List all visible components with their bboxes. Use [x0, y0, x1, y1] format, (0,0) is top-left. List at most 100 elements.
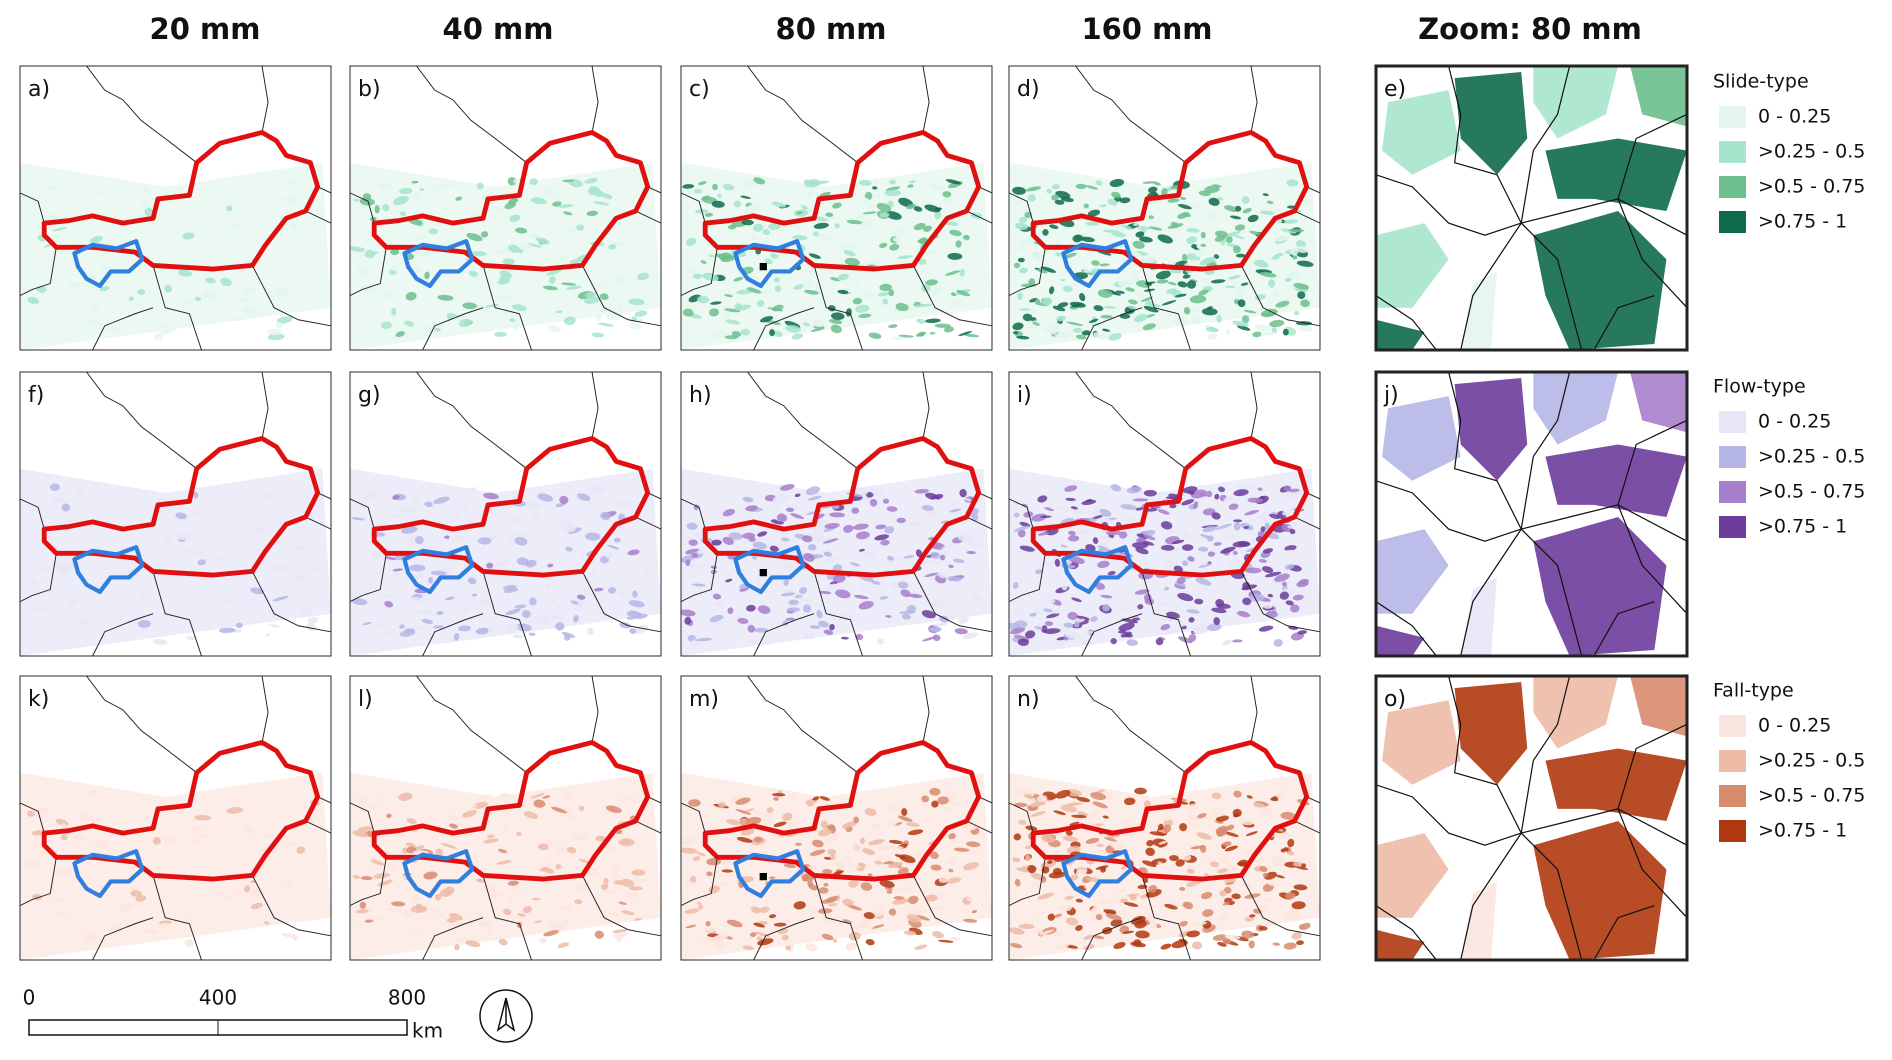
susceptibility-patch — [959, 488, 967, 498]
susceptibility-patch — [511, 531, 528, 537]
susceptibility-patch — [359, 197, 375, 206]
country-border — [422, 613, 484, 656]
susceptibility-area — [1382, 396, 1461, 481]
susceptibility-patch — [948, 833, 956, 840]
austria-border — [371, 130, 651, 272]
susceptibility-patch — [1244, 567, 1262, 574]
susceptibility-patch — [565, 546, 573, 552]
susceptibility-patch — [1016, 867, 1030, 873]
susceptibility-patch — [1117, 630, 1127, 634]
susceptibility-patch — [526, 554, 538, 558]
susceptibility-patch — [1247, 497, 1264, 503]
susceptibility-patch — [785, 325, 801, 333]
susceptibility-patch — [436, 610, 444, 616]
susceptibility-patch — [587, 627, 594, 636]
country-border — [813, 571, 863, 656]
susceptibility-patch — [1064, 485, 1078, 492]
susceptibility-patch — [452, 313, 458, 317]
susceptibility-patch — [182, 232, 195, 240]
susceptibility-patch — [1112, 292, 1122, 296]
susceptibility-patch — [1097, 898, 1115, 905]
susceptibility-patch — [1182, 901, 1194, 910]
susceptibility-patch — [599, 293, 609, 301]
susceptibility-patch — [268, 624, 280, 628]
susceptibility-patch — [530, 197, 547, 205]
susceptibility-patch — [162, 613, 168, 619]
susceptibility-patch — [366, 490, 375, 498]
susceptibility-patch — [832, 939, 838, 943]
susceptibility-patch — [817, 233, 834, 241]
susceptibility-patch — [769, 545, 779, 552]
susceptibility-patch — [1216, 828, 1228, 837]
susceptibility-patch — [788, 599, 799, 606]
susceptibility-patch — [804, 179, 821, 188]
susceptibility-patch — [517, 913, 526, 917]
susceptibility-patch — [503, 588, 519, 593]
susceptibility-patch — [191, 826, 204, 831]
susceptibility-patch — [578, 858, 590, 864]
susceptibility-patch — [1284, 564, 1295, 570]
susceptibility-patch — [428, 576, 434, 584]
susceptibility-patch — [607, 544, 620, 550]
susceptibility-patch — [1297, 325, 1313, 332]
susceptibility-patch — [1075, 334, 1087, 340]
susceptibility-patch — [899, 539, 905, 543]
susceptibility-patch — [1096, 518, 1113, 524]
susceptibility-patch — [930, 864, 942, 871]
susceptibility-patch — [1262, 603, 1273, 609]
susceptibility-patch — [1013, 582, 1019, 589]
susceptibility-patch — [1161, 188, 1168, 196]
susceptibility-patch — [1249, 914, 1256, 918]
country-border — [1141, 875, 1191, 960]
susceptibility-patch — [1150, 219, 1166, 224]
susceptibility-patch — [358, 802, 375, 809]
susceptibility-patch — [932, 498, 946, 504]
susceptibility-patch — [591, 332, 605, 338]
susceptibility-patch — [387, 266, 400, 271]
susceptibility-patch — [1134, 920, 1147, 929]
susceptibility-patch — [909, 522, 922, 528]
panel-label: i) — [1017, 383, 1032, 408]
country-border — [978, 492, 993, 500]
susceptibility-patch — [511, 304, 527, 312]
susceptibility-patch — [555, 924, 568, 930]
susceptibility-patch — [1102, 603, 1111, 612]
column-header: 40 mm — [443, 12, 554, 46]
susceptibility-patch — [454, 944, 460, 951]
susceptibility-patch — [1202, 909, 1214, 917]
susceptibility-patch — [243, 885, 251, 893]
susceptibility-patch — [536, 862, 551, 871]
susceptibility-patch — [605, 552, 614, 559]
susceptibility-patch — [549, 597, 556, 604]
susceptibility-patch — [176, 532, 192, 540]
map-content — [350, 66, 662, 350]
susceptibility-patch — [879, 879, 895, 888]
susceptibility-patch — [542, 189, 554, 198]
susceptibility-patch — [428, 228, 439, 235]
susceptibility-patch — [1108, 333, 1122, 341]
susceptibility-patch — [421, 618, 434, 624]
susceptibility-patch — [1272, 942, 1281, 946]
susceptibility-patch — [1083, 944, 1095, 951]
susceptibility-patch — [1296, 260, 1314, 267]
susceptibility-patch — [832, 564, 843, 573]
susceptibility-patch — [194, 296, 202, 302]
country-border — [1009, 802, 1034, 834]
susceptibility-patch — [423, 871, 438, 880]
susceptibility-patch — [486, 562, 494, 569]
susceptibility-patch — [1257, 487, 1263, 491]
susceptibility-patch — [566, 285, 582, 290]
map-panel — [1374, 370, 1689, 658]
map-panel — [1374, 64, 1689, 352]
susceptibility-patch — [1232, 245, 1241, 254]
susceptibility-patch — [846, 864, 862, 869]
susceptibility-patch — [760, 316, 774, 323]
susceptibility-patch — [1155, 637, 1164, 646]
susceptibility-patch — [1235, 253, 1246, 258]
susceptibility-patch — [786, 607, 801, 612]
country-border — [251, 875, 332, 937]
country-border — [753, 917, 815, 960]
susceptibility-patch — [1176, 577, 1186, 585]
susceptibility-patch — [934, 904, 945, 910]
susceptibility-patch — [831, 312, 845, 320]
